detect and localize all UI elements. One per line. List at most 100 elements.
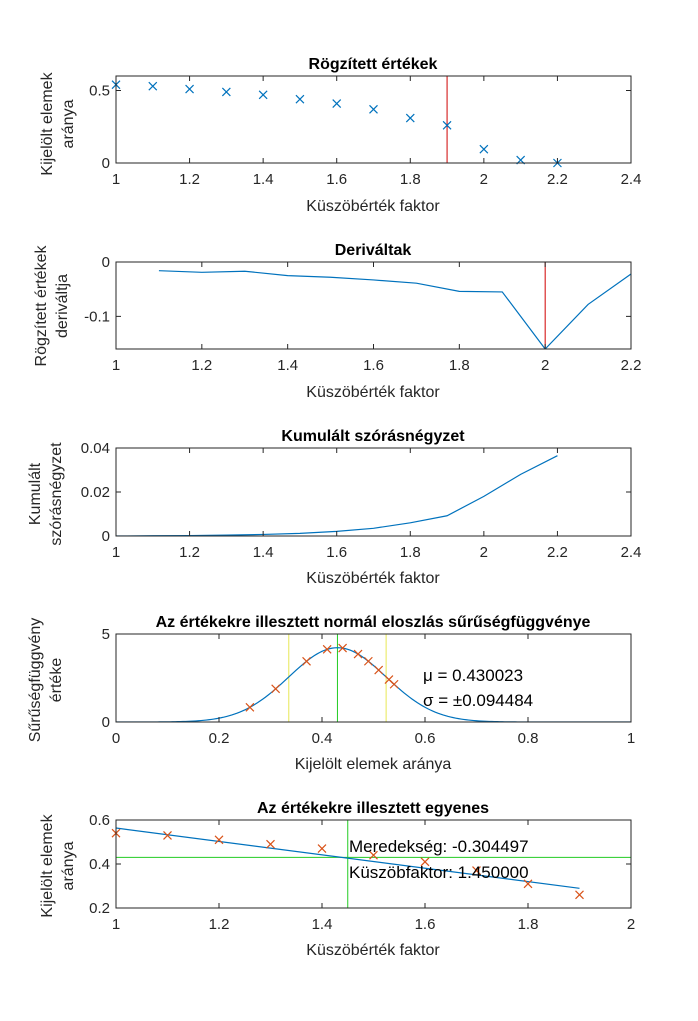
y-axis-label-line1: Rögzített értékek — [33, 245, 50, 367]
axes-box — [115, 75, 632, 164]
y-tick-label: 0 — [102, 528, 110, 545]
data-point-marker — [442, 120, 452, 130]
fit-line — [116, 827, 580, 889]
slope-annotation: Meredekség: -0.304497 — [349, 837, 529, 856]
x-tick-label: 1.6 — [363, 357, 384, 374]
x-tick-label: 1.2 — [191, 357, 212, 374]
data-point-marker — [374, 665, 384, 675]
y-tick-label: 0.6 — [89, 812, 110, 829]
data-point-marker — [185, 84, 194, 94]
y-axis-label-line1: Sűrűségfüggvény — [27, 618, 44, 743]
data-point-marker — [472, 866, 481, 876]
x-tick-label: 2 — [480, 544, 488, 561]
x-tick-label: 1.6 — [415, 916, 436, 933]
x-tick-label: 1.8 — [400, 544, 421, 561]
chart-title: Deriváltak — [335, 242, 412, 259]
x-tick-label: 2 — [480, 171, 488, 188]
x-tick-label: 2 — [627, 916, 635, 933]
x-tick-label: 1.4 — [253, 171, 274, 188]
x-tick-label: 2.2 — [547, 171, 568, 188]
x-tick-label: 1.2 — [179, 544, 200, 561]
plot-area — [158, 262, 631, 349]
y-axis-label-line2: aránya — [60, 99, 77, 148]
pdf-curve — [116, 647, 631, 722]
axes-box — [115, 633, 632, 723]
x-tick-label: 0 — [112, 730, 120, 747]
x-tick-label: 1.8 — [400, 171, 421, 188]
data-point-marker — [369, 850, 378, 860]
chart-title: Az értékekre illesztett normál eloszlás … — [156, 614, 591, 631]
x-axis-label: Küszöbérték faktor — [306, 384, 440, 401]
data-point-marker — [332, 99, 342, 108]
x-tick-label: 1 — [112, 544, 120, 561]
y-axis-label-line1: Kijelölt elemek — [39, 813, 56, 917]
data-point-marker — [353, 649, 363, 659]
series-line — [158, 270, 631, 349]
axes-box — [115, 447, 632, 537]
chart-title: Rögzített értékek — [309, 56, 438, 73]
x-tick-label: 1 — [627, 730, 635, 747]
data-point-marker — [163, 830, 172, 840]
data-point-marker — [214, 835, 224, 845]
axes-box — [115, 261, 632, 350]
data-point-marker — [295, 94, 305, 104]
data-point-marker — [575, 890, 584, 900]
y-axis-label-line2: aránya — [60, 841, 77, 890]
data-point-marker — [271, 684, 281, 694]
x-tick-label: 1.2 — [179, 171, 200, 188]
data-point-marker — [148, 81, 158, 91]
y-tick-label: -0.1 — [84, 308, 110, 325]
data-point-marker — [221, 87, 231, 97]
y-axis-label-line1: Kumulált — [27, 462, 44, 525]
y-tick-label: 0.2 — [89, 900, 110, 917]
y-axis-label-line2: szórásnégyzet — [48, 442, 65, 546]
subplot-fitted-line: Az értékekre illesztett egyenes Küszöbér… — [39, 800, 635, 959]
plot-area — [116, 634, 631, 722]
x-axis-label: Kijelölt elemek aránya — [295, 756, 452, 773]
y-tick-label: 0 — [102, 714, 110, 731]
x-tick-label: 1 — [112, 171, 120, 188]
x-tick-label: 0.2 — [209, 730, 230, 747]
y-tick-label: 0.4 — [89, 856, 110, 873]
data-point-marker — [363, 656, 373, 666]
y-axis-label-line2: deriváltja — [54, 274, 71, 338]
data-point-marker — [420, 857, 430, 867]
chart-title: Kumulált szórásnégyzet — [281, 428, 465, 445]
data-point-marker — [322, 644, 332, 654]
data-point-marker — [523, 879, 533, 889]
data-point-marker — [258, 90, 268, 100]
x-tick-label: 2.2 — [547, 544, 568, 561]
data-point-marker — [479, 144, 489, 154]
data-point-marker — [266, 839, 275, 849]
x-tick-label: 1.2 — [209, 916, 230, 933]
subplot-cumulative-variance: Kumulált szórásnégyzet Küszöbérték fakto… — [27, 428, 641, 587]
subplot-derivatives: Deriváltak Küszöbérték faktor Rögzített … — [33, 242, 641, 401]
subplot-normal-distribution: Az értékekre illesztett normál eloszlás … — [27, 614, 635, 773]
x-tick-label: 2.4 — [621, 171, 642, 188]
x-tick-label: 2.2 — [621, 357, 642, 374]
data-point-marker — [389, 679, 399, 689]
x-tick-label: 0.6 — [415, 730, 436, 747]
series-line — [116, 455, 558, 536]
data-point-marker — [317, 844, 327, 854]
data-point-marker — [369, 104, 378, 114]
plot-area — [116, 455, 558, 536]
data-point-marker — [405, 113, 415, 123]
y-tick-label: 0.04 — [81, 440, 110, 457]
x-tick-label: 2 — [541, 357, 549, 374]
y-axis-label-line2: értéke — [48, 658, 65, 703]
x-tick-label: 1 — [112, 357, 120, 374]
x-tick-label: 0.4 — [312, 730, 333, 747]
x-tick-label: 1 — [112, 916, 120, 933]
data-point-marker — [338, 643, 348, 653]
x-tick-label: 0.8 — [518, 730, 539, 747]
x-axis-label: Küszöbérték faktor — [306, 198, 440, 215]
plot-area — [116, 820, 631, 908]
data-point-marker — [245, 702, 255, 712]
y-tick-label: 0.02 — [81, 484, 110, 501]
x-axis-label: Küszöbérték faktor — [306, 570, 440, 587]
data-point-marker — [302, 656, 311, 666]
subplot-recorded-values: Rögzített értékek Küszöbérték faktor Kij… — [39, 56, 641, 215]
y-tick-label: 5 — [102, 626, 110, 643]
